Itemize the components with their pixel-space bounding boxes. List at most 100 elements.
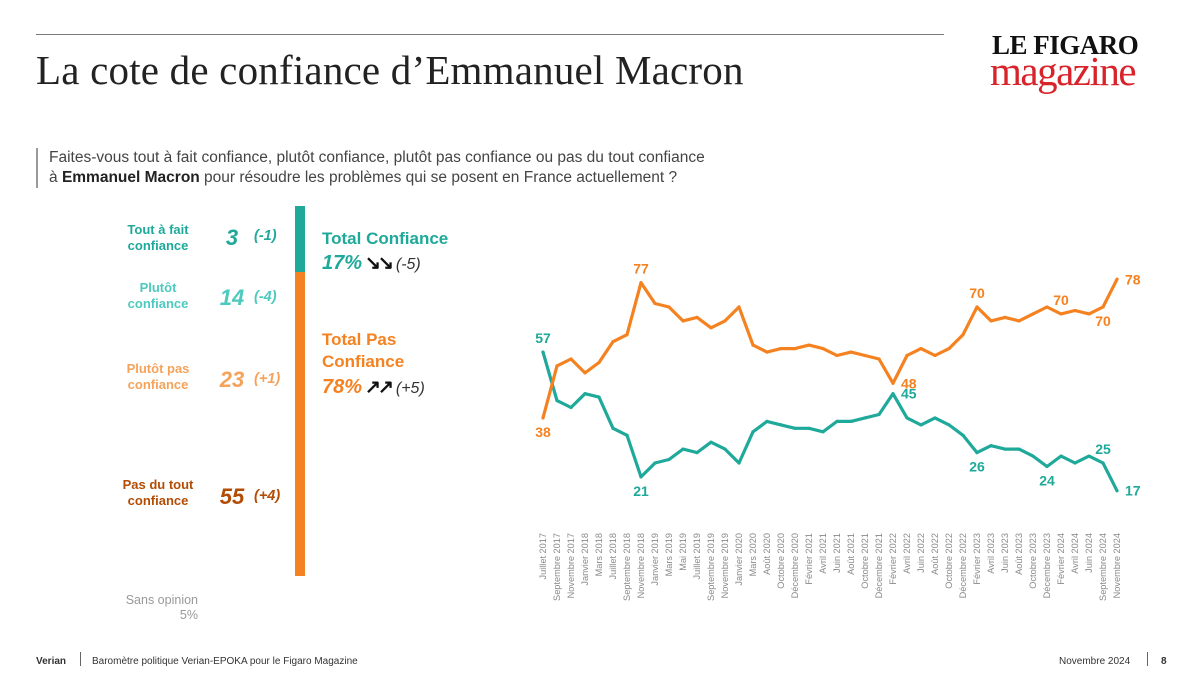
confiance-data-point — [653, 461, 656, 464]
plutot-pas-confiance-label: Plutôt pas confiance — [113, 361, 203, 393]
total-pas-confiance-label: Total Pas Confiance — [322, 329, 404, 373]
footer-source: Baromètre politique Verian-EPOKA pour le… — [92, 656, 358, 667]
confiance-data-point — [1059, 454, 1062, 457]
confiance-data-point — [933, 416, 936, 419]
x-tick-label: Janvier 2019 — [650, 533, 660, 586]
question-suffix: pour résoudre les problèmes qui se posen… — [200, 169, 677, 186]
confiance-data-point — [1115, 489, 1118, 492]
pas_confiance-data-point — [919, 347, 922, 350]
question-name: Emmanuel Macron — [62, 169, 200, 186]
confiance-data-point — [975, 451, 978, 454]
x-tick-label: Janvier 2018 — [580, 533, 590, 586]
plutot-confiance-delta: (-4) — [254, 289, 277, 305]
confiance-data-label: 24 — [1039, 472, 1055, 488]
confiance-data-point — [863, 416, 866, 419]
pas_confiance-data-point — [709, 326, 712, 329]
confiance-data-point — [891, 392, 894, 395]
pas_confiance-data-point — [807, 344, 810, 347]
x-tick-label: Juin 2024 — [1084, 533, 1094, 573]
pas_confiance-data-label: 70 — [1053, 292, 1069, 308]
pas_confiance-data-point — [681, 319, 684, 322]
confiance-data-point — [1031, 454, 1034, 457]
pas_confiance-data-point — [1115, 278, 1118, 281]
tout-a-fait-confiance-value: 3 — [212, 225, 252, 251]
label-line-2: confiance — [128, 296, 189, 311]
footer-separator — [80, 652, 81, 666]
confiance-data-label: 21 — [633, 483, 649, 499]
x-tick-label: Octobre 2022 — [944, 533, 954, 589]
pas_confiance-data-point — [625, 333, 628, 336]
question-prefix: à — [49, 169, 62, 186]
x-tick-label: Novembre 2017 — [566, 533, 576, 598]
pas_confiance-data-point — [667, 305, 670, 308]
pas_confiance-data-point — [639, 281, 642, 284]
confiance-data-point — [1101, 461, 1104, 464]
x-tick-label: Décembre 2020 — [790, 533, 800, 598]
confiance-data-point — [541, 350, 544, 353]
confiance-data-point — [583, 392, 586, 395]
confiance-data-point — [597, 396, 600, 399]
confiance-data-label: 17 — [1125, 483, 1141, 499]
confiance-data-point — [569, 406, 572, 409]
pas_confiance-data-point — [1059, 312, 1062, 315]
total-confiance-value: 17% ↘↘ (-5) — [322, 252, 421, 275]
x-tick-label: Septembre 2024 — [1098, 533, 1108, 601]
pas_confiance-data-point — [653, 302, 656, 305]
confiance-data-point — [1045, 465, 1048, 468]
x-tick-label: Décembre 2021 — [874, 533, 884, 598]
footer-page-number: 8 — [1161, 656, 1167, 667]
x-tick-label: Novembre 2024 — [1112, 533, 1122, 598]
confiance-data-point — [695, 451, 698, 454]
confiance-data-point — [681, 448, 684, 451]
x-tick-label: Juin 2022 — [916, 533, 926, 573]
x-tick-label: Octobre 2023 — [1028, 533, 1038, 589]
footer-brand: Verian — [36, 656, 66, 667]
confiance-data-label: 25 — [1095, 441, 1111, 457]
confiance-data-point — [639, 475, 642, 478]
question-line-1: Faites-vous tout à fait confiance, plutô… — [49, 148, 705, 168]
pas_confiance-data-point — [989, 319, 992, 322]
pas_confiance-data-label: 70 — [969, 285, 985, 301]
x-tick-label: Avril 2023 — [986, 533, 996, 574]
confiance-data-point — [765, 420, 768, 423]
total-confiance-label: Total Confiance — [322, 228, 448, 250]
label-line-2: confiance — [128, 238, 189, 253]
plutot-pas-confiance-delta: (+1) — [254, 371, 280, 387]
label-line-1: Tout à fait — [127, 222, 188, 237]
pas_confiance-data-point — [975, 305, 978, 308]
plutot-pas-confiance-value: 23 — [212, 367, 252, 393]
x-tick-label: Août 2021 — [846, 533, 856, 575]
label-line-2: confiance — [128, 377, 189, 392]
confiance-data-point — [709, 441, 712, 444]
x-tick-label: Mars 2018 — [594, 533, 604, 576]
pas_confiance-data-point — [611, 340, 614, 343]
sans-opinion-value: 5% — [180, 608, 198, 622]
confiance-data-point — [989, 444, 992, 447]
confiance-data-point — [555, 399, 558, 402]
pas_confiance-data-point — [1101, 305, 1104, 308]
page-title: La cote de confiance d’Emmanuel Macron — [36, 46, 744, 94]
confiance-data-point — [807, 427, 810, 430]
x-tick-label: Mars 2020 — [748, 533, 758, 576]
x-tick-label: Juin 2023 — [1000, 533, 1010, 573]
confiance-data-point — [947, 423, 950, 426]
label-line-2: Confiance — [322, 352, 404, 371]
x-tick-label: Avril 2022 — [902, 533, 912, 574]
pas-du-tout-confiance-value: 55 — [212, 484, 252, 510]
x-tick-label: Octobre 2020 — [776, 533, 786, 589]
x-tick-label: Août 2023 — [1014, 533, 1024, 575]
x-tick-label: Mars 2019 — [664, 533, 674, 576]
confiance-data-point — [723, 448, 726, 451]
confiance-data-label: 57 — [535, 330, 551, 346]
plutot-confiance-value: 14 — [212, 285, 252, 311]
pas_confiance-data-point — [1073, 309, 1076, 312]
confiance-data-point — [1073, 461, 1076, 464]
pas_confiance-data-point — [1003, 316, 1006, 319]
x-tick-label: Avril 2024 — [1070, 533, 1080, 574]
pas_confiance-data-point — [961, 333, 964, 336]
top-rule — [36, 34, 944, 35]
pas_confiance-data-point — [863, 354, 866, 357]
x-tick-label: Novembre 2019 — [720, 533, 730, 598]
pas_confiance-data-point — [569, 357, 572, 360]
x-tick-label: Février 2024 — [1056, 533, 1066, 585]
